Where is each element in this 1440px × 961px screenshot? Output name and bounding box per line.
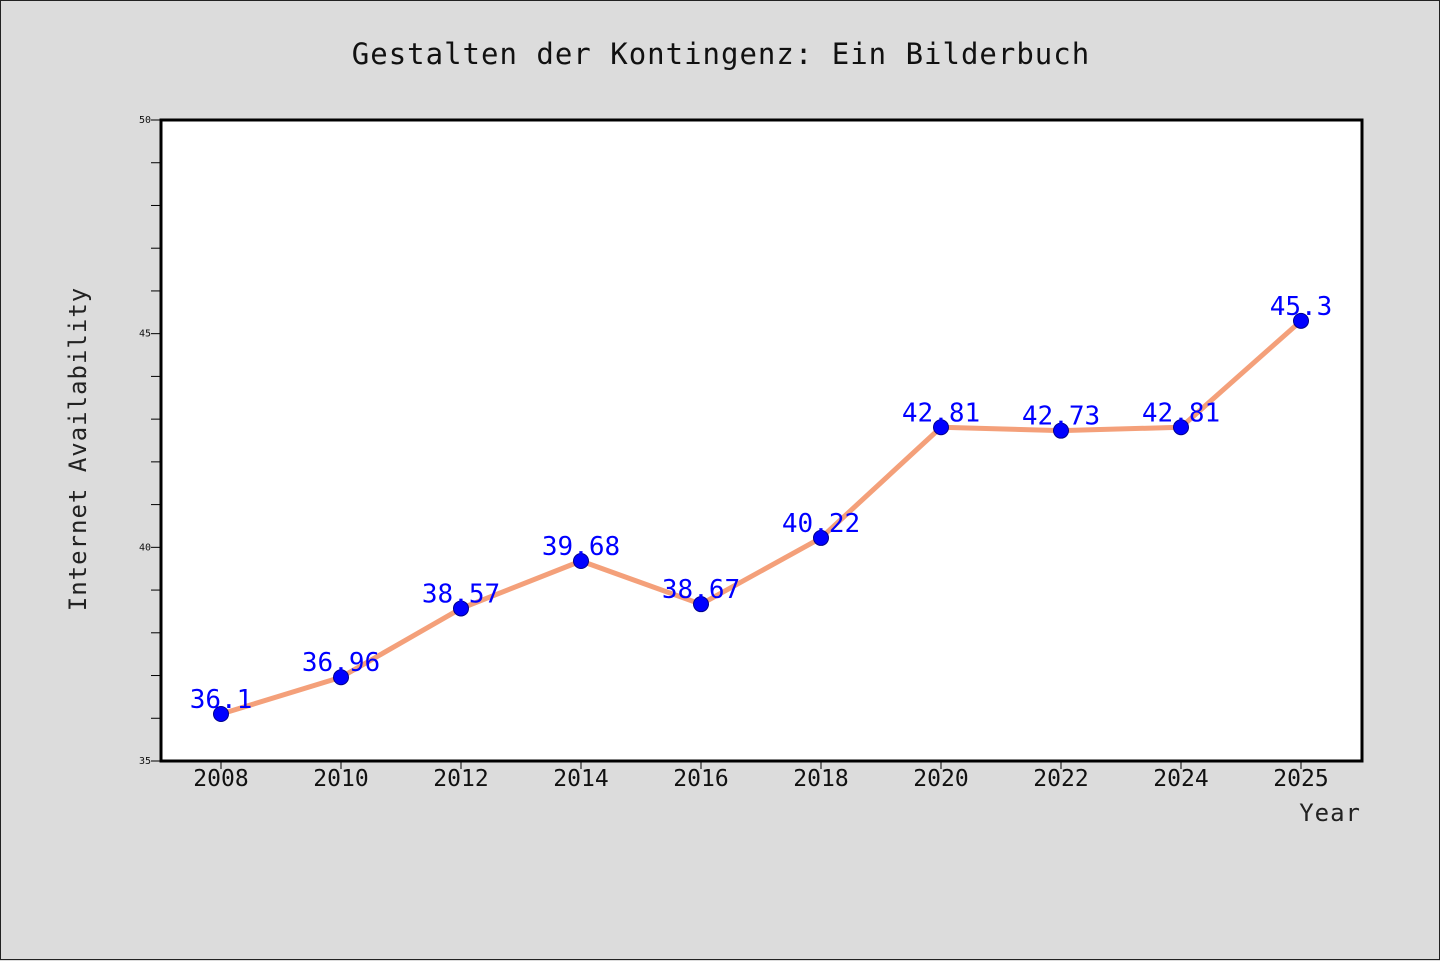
y-tick-label: 50 <box>139 115 151 126</box>
data-label: 40.22 <box>782 509 860 539</box>
data-point <box>333 669 349 686</box>
data-point <box>933 419 949 436</box>
data-label: 42.81 <box>902 398 980 428</box>
y-tick-label: 35 <box>139 756 151 767</box>
data-labels: 36.1 36.96 38.57 39.68 38.67 40.22 42.81 42.73 4… <box>190 292 1333 715</box>
plot-area <box>159 118 1364 763</box>
y-axis-label: Internet Availability <box>64 287 92 611</box>
data-point <box>573 553 589 570</box>
x-tick-label: 2016 <box>673 766 728 792</box>
data-point <box>1053 422 1069 439</box>
y-tick-label: 40 <box>139 542 151 553</box>
y-tick-label: 45 <box>139 329 151 340</box>
data-point <box>813 529 829 546</box>
x-tick-label: 2012 <box>433 766 488 792</box>
data-label: 42.81 <box>1142 398 1220 428</box>
data-point <box>213 705 229 722</box>
data-point <box>1173 419 1189 436</box>
data-label: 36.1 <box>190 685 253 715</box>
x-tick-label: 2014 <box>553 766 608 792</box>
data-point <box>1293 312 1309 329</box>
data-point <box>453 600 469 617</box>
series-line <box>220 318 1303 717</box>
x-tick-label: 2018 <box>793 766 848 792</box>
x-axis-label: Year <box>1299 799 1361 827</box>
data-label: 42.73 <box>1022 402 1100 432</box>
chart-title: Gestalten der Kontingenz: Ein Bilderbuch <box>352 37 1090 71</box>
data-label: 45.3 <box>1270 292 1333 322</box>
data-point <box>693 596 709 613</box>
y-axis: 35 40 45 50 <box>139 115 161 767</box>
data-markers <box>213 312 1309 722</box>
x-tick-label: 2025 <box>1273 766 1328 792</box>
data-label: 38.57 <box>422 579 500 609</box>
x-tick-label: 2022 <box>1033 766 1088 792</box>
x-tick-label: 2010 <box>313 766 368 792</box>
x-tick-label: 2008 <box>193 766 248 792</box>
x-axis: 2008 2010 2012 2014 2016 2018 2020 2022 2024 2025 <box>193 761 1329 792</box>
data-label: 36.96 <box>302 648 380 678</box>
x-tick-label: 2020 <box>913 766 968 792</box>
data-label: 39.68 <box>542 532 620 562</box>
x-tick-label: 2024 <box>1153 766 1208 792</box>
data-label: 38.67 <box>662 575 740 605</box>
